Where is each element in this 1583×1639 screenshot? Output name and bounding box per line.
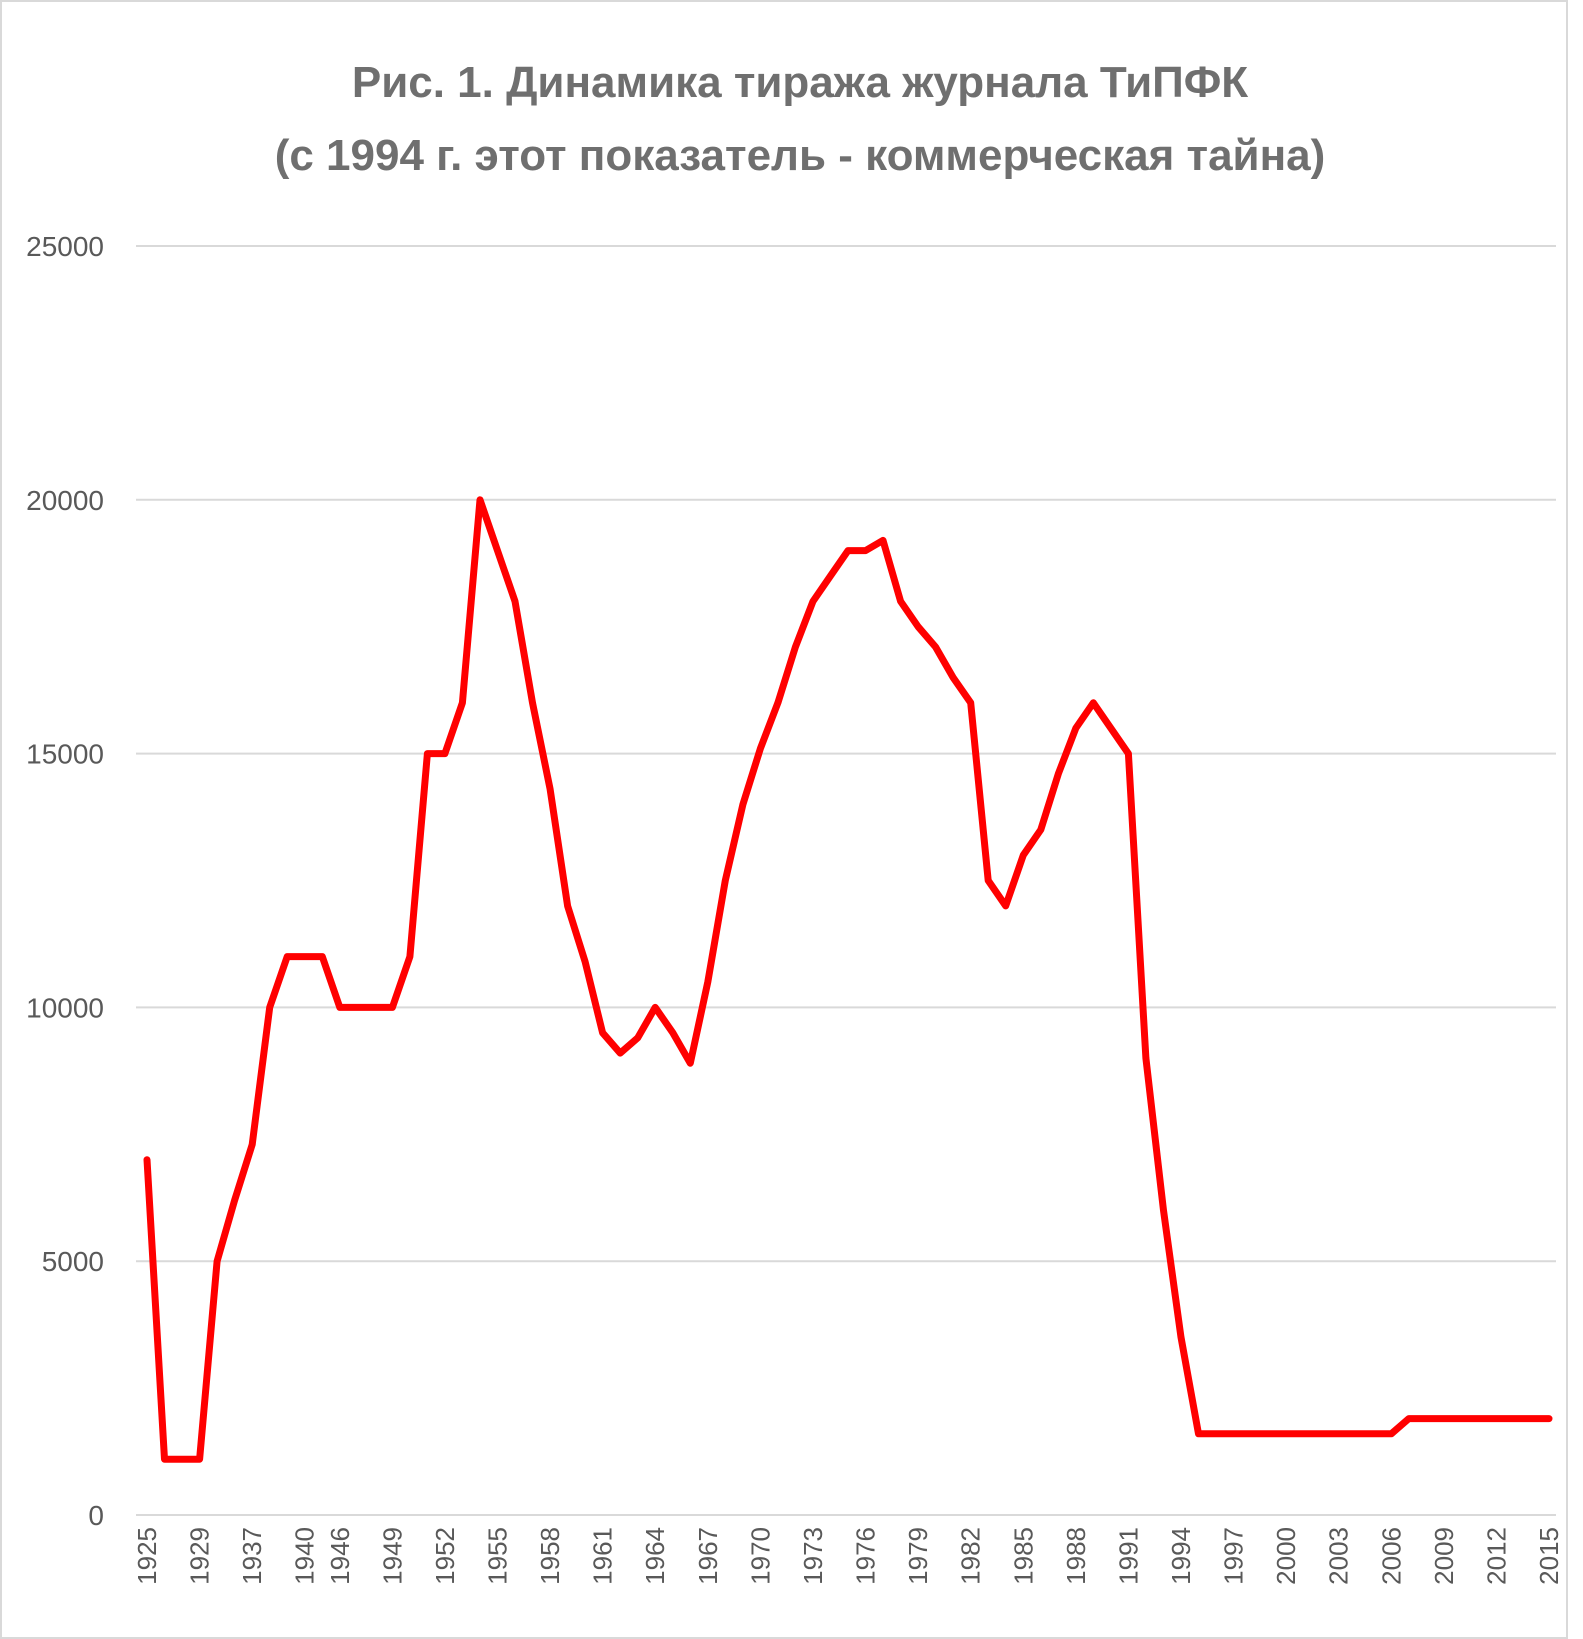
y-tick-label: 5000 — [42, 1246, 104, 1277]
y-axis-tick-labels: 0 5000 10000 15000 20000 25000 — [26, 231, 104, 1531]
series-line-0 — [143, 496, 1553, 1463]
x-tick-label: 2000 — [1271, 1527, 1301, 1585]
x-tick-label: 1937 — [237, 1527, 267, 1585]
x-tick-label: 1994 — [1166, 1527, 1196, 1585]
y-tick-label: 10000 — [26, 992, 104, 1023]
x-tick-label: 1979 — [903, 1527, 933, 1585]
chart-subtitle: (с 1994 г. этот показатель - коммерческа… — [275, 131, 1326, 180]
x-axis-tick-labels: 1925 1929 1937 1940 1946 1949 1952 1955 1958 1961… — [132, 1527, 1564, 1585]
x-tick-label: 1940 — [290, 1527, 320, 1585]
x-tick-label: 2009 — [1429, 1527, 1459, 1585]
y-tick-label: 15000 — [26, 739, 104, 770]
x-tick-label: 1967 — [693, 1527, 723, 1585]
x-tick-label: 2006 — [1376, 1527, 1406, 1585]
x-tick-label: 1955 — [483, 1527, 513, 1585]
x-tick-label: 1952 — [430, 1527, 460, 1585]
x-tick-label: 1991 — [1113, 1527, 1143, 1585]
x-tick-label: 1964 — [640, 1527, 670, 1585]
x-tick-label: 1985 — [1008, 1527, 1038, 1585]
x-tick-label: 1925 — [132, 1527, 162, 1585]
x-tick-label: 1988 — [1061, 1527, 1091, 1585]
chart-title: Рис. 1. Динамика тиража журнала ТиПФК — [352, 58, 1248, 107]
x-tick-label: 1929 — [185, 1527, 215, 1585]
series-layer — [143, 496, 1553, 1463]
y-tick-label: 20000 — [26, 485, 104, 516]
x-tick-label: 1946 — [325, 1527, 355, 1585]
y-tick-label: 0 — [88, 1500, 104, 1531]
x-tick-label: 2003 — [1324, 1527, 1354, 1585]
x-tick-label: 2012 — [1481, 1527, 1511, 1585]
x-tick-label: 1949 — [377, 1527, 407, 1585]
gridlines — [136, 245, 1556, 1516]
x-tick-label: 1976 — [851, 1527, 881, 1585]
x-tick-label: 1973 — [798, 1527, 828, 1585]
y-tick-label: 25000 — [26, 231, 104, 262]
x-tick-label: 1997 — [1219, 1527, 1249, 1585]
x-tick-label: 2015 — [1534, 1527, 1564, 1585]
x-tick-label: 1961 — [588, 1527, 618, 1585]
x-tick-label: 1982 — [956, 1527, 986, 1585]
x-tick-label: 1970 — [745, 1527, 775, 1585]
x-tick-label: 1958 — [535, 1527, 565, 1585]
